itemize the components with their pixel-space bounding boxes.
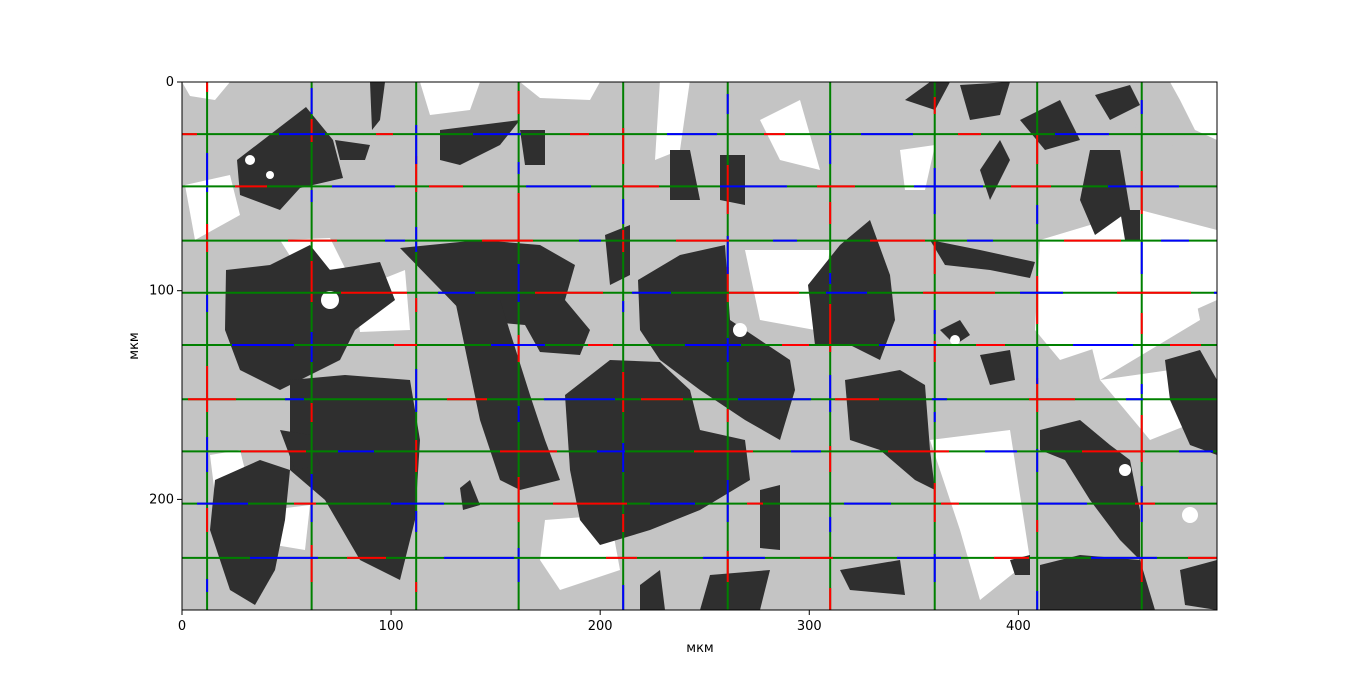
axes-frame	[181, 81, 1218, 611]
y-axis-ticks: 0 100 200	[149, 75, 182, 507]
x-tick-label: 400	[1006, 619, 1031, 634]
y-tick-label: 200	[149, 492, 174, 507]
grid-horizontal-lines	[182, 133, 1217, 559]
micrograph-image	[182, 82, 1217, 610]
y-tick-label: 0	[166, 75, 174, 90]
y-tick-label: 100	[149, 284, 174, 299]
dark-phase	[210, 82, 1217, 610]
x-tick-label: 200	[588, 619, 613, 634]
x-tick-label: 100	[379, 619, 404, 634]
x-axis-label: мкм	[686, 641, 713, 656]
y-axis-label: мкм	[127, 332, 142, 359]
x-axis-ticks: 0 100 200 300 400	[178, 610, 1031, 634]
white-inclusions	[245, 155, 1198, 528]
x-tick-label: 0	[178, 619, 186, 634]
x-tick-label: 300	[797, 619, 822, 634]
grid-vertical-lines	[206, 82, 1143, 610]
